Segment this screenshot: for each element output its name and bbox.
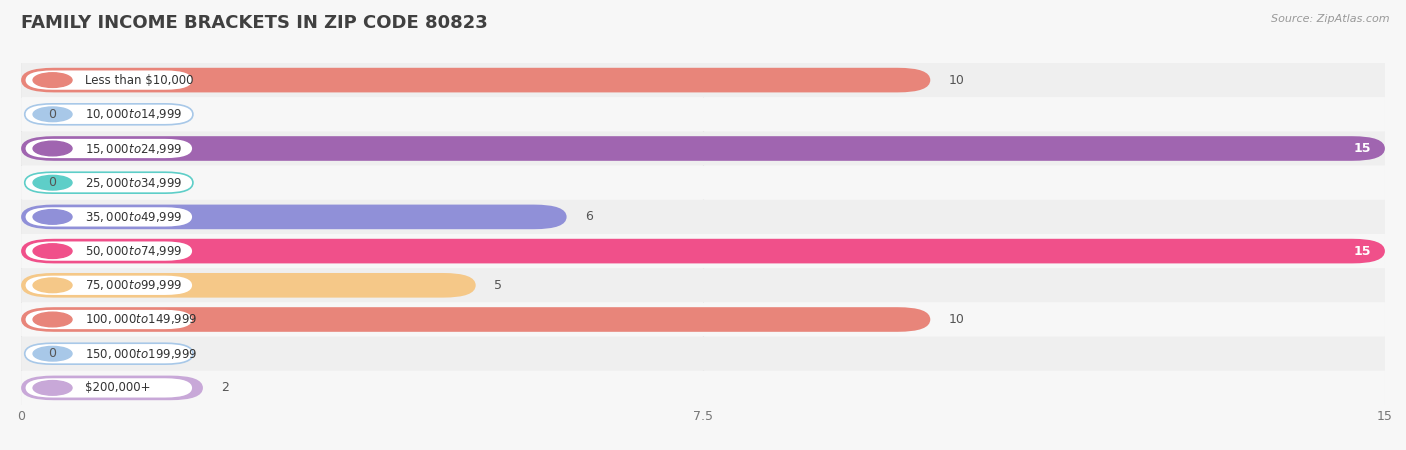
Text: 0: 0 <box>48 347 56 360</box>
Text: $75,000 to $99,999: $75,000 to $99,999 <box>84 278 183 293</box>
FancyBboxPatch shape <box>25 138 193 159</box>
Text: 0: 0 <box>48 176 56 189</box>
FancyBboxPatch shape <box>25 343 193 364</box>
FancyBboxPatch shape <box>21 200 1385 234</box>
Text: 2: 2 <box>221 382 229 394</box>
Text: $100,000 to $149,999: $100,000 to $149,999 <box>84 312 197 327</box>
Text: 6: 6 <box>585 211 593 223</box>
Text: 15: 15 <box>1354 142 1371 155</box>
FancyBboxPatch shape <box>21 307 931 332</box>
FancyBboxPatch shape <box>21 205 567 229</box>
FancyBboxPatch shape <box>21 63 1385 97</box>
FancyBboxPatch shape <box>21 68 931 92</box>
FancyBboxPatch shape <box>21 337 1385 371</box>
Text: 0: 0 <box>48 108 56 121</box>
Text: $15,000 to $24,999: $15,000 to $24,999 <box>84 141 183 156</box>
FancyBboxPatch shape <box>25 241 193 261</box>
FancyBboxPatch shape <box>21 234 1385 268</box>
FancyBboxPatch shape <box>25 70 193 90</box>
Text: 5: 5 <box>494 279 502 292</box>
Text: $25,000 to $34,999: $25,000 to $34,999 <box>84 176 183 190</box>
FancyBboxPatch shape <box>25 104 193 125</box>
FancyBboxPatch shape <box>21 97 1385 131</box>
FancyBboxPatch shape <box>21 166 1385 200</box>
FancyBboxPatch shape <box>21 302 1385 337</box>
Circle shape <box>34 176 72 190</box>
Text: FAMILY INCOME BRACKETS IN ZIP CODE 80823: FAMILY INCOME BRACKETS IN ZIP CODE 80823 <box>21 14 488 32</box>
FancyBboxPatch shape <box>21 131 1385 166</box>
FancyBboxPatch shape <box>21 371 1385 405</box>
FancyBboxPatch shape <box>21 273 475 297</box>
Text: $50,000 to $74,999: $50,000 to $74,999 <box>84 244 183 258</box>
FancyBboxPatch shape <box>21 136 1385 161</box>
Text: 15: 15 <box>1354 245 1371 257</box>
Text: $10,000 to $14,999: $10,000 to $14,999 <box>84 107 183 122</box>
Circle shape <box>34 312 72 327</box>
Circle shape <box>34 210 72 224</box>
Circle shape <box>34 73 72 87</box>
FancyBboxPatch shape <box>25 172 193 193</box>
Circle shape <box>34 107 72 122</box>
Text: 10: 10 <box>949 74 965 86</box>
Text: Less than $10,000: Less than $10,000 <box>84 74 194 86</box>
FancyBboxPatch shape <box>21 239 1385 263</box>
Circle shape <box>34 278 72 293</box>
Circle shape <box>34 346 72 361</box>
FancyBboxPatch shape <box>25 378 193 398</box>
Text: $35,000 to $49,999: $35,000 to $49,999 <box>84 210 183 224</box>
Text: $200,000+: $200,000+ <box>84 382 150 394</box>
FancyBboxPatch shape <box>21 268 1385 302</box>
FancyBboxPatch shape <box>25 275 193 296</box>
Text: Source: ZipAtlas.com: Source: ZipAtlas.com <box>1271 14 1389 23</box>
Circle shape <box>34 381 72 395</box>
Circle shape <box>34 141 72 156</box>
Text: $150,000 to $199,999: $150,000 to $199,999 <box>84 346 197 361</box>
Text: 10: 10 <box>949 313 965 326</box>
FancyBboxPatch shape <box>21 376 202 400</box>
Circle shape <box>34 244 72 258</box>
FancyBboxPatch shape <box>25 309 193 330</box>
FancyBboxPatch shape <box>25 207 193 227</box>
